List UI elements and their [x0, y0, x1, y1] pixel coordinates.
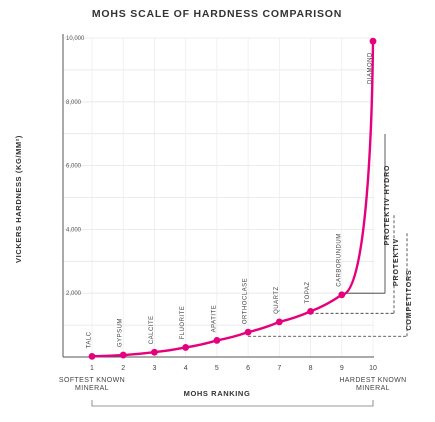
mineral-label: CARBORUNDUM [336, 233, 342, 287]
series-line [91, 41, 375, 358]
brand-label: COMPETITORS [406, 269, 413, 330]
mineral-label: FLUORITE [180, 306, 186, 340]
mineral-label: ORTHOCLASE [243, 278, 249, 324]
brand-label: PROTEKTIV [393, 238, 400, 286]
mineral-labels: TALC GYPSUM CALCITE FLUORITE APATITE ORTHOCLA… [87, 52, 374, 348]
x-tick-label: 3 [152, 365, 156, 372]
data-point [275, 318, 283, 326]
x-tick-label: 5 [215, 365, 219, 372]
series [88, 37, 377, 360]
mineral-label: GYPSUM [118, 318, 124, 347]
mineral-label: DIAMOND [368, 52, 374, 84]
y-axis-label: VICKERS HARDNESS (KG/MM²) [14, 135, 23, 263]
grid [63, 37, 374, 357]
mineral-label: TALC [87, 331, 93, 348]
mineral-label: CALCITE [149, 315, 155, 344]
x-tick-label: 7 [277, 365, 281, 372]
x-tick-label: 6 [246, 365, 250, 372]
x-tick-label: 9 [340, 365, 344, 372]
data-point [307, 307, 314, 315]
hardest-label: MINERAL [356, 385, 390, 392]
y-tick-label: 4,000 [66, 227, 82, 233]
y-tick-labels: 2,000 4,000 6,000 8,000 10,000 [66, 36, 85, 297]
data-point [182, 344, 190, 351]
data-point [369, 37, 377, 45]
mineral-label: APATITE [211, 305, 217, 333]
x-axis-label: MOHS RANKING [184, 389, 251, 398]
data-point [151, 348, 158, 356]
data-point [88, 352, 96, 360]
data-point [244, 328, 252, 336]
ranking-bracket [91, 400, 374, 407]
softest-label: SOFTEST KNOWN [59, 377, 125, 384]
softest-label: MINERAL [75, 385, 109, 392]
x-tick-label: 2 [121, 365, 125, 372]
y-tick-label: 2,000 [66, 291, 82, 297]
mineral-label: TOPAZ [305, 281, 311, 303]
data-point [213, 337, 221, 344]
chart-title: MOHS SCALE OF HARDNESS COMPARISON [92, 8, 342, 20]
brand-lines [248, 134, 408, 337]
y-tick-label: 6,000 [66, 164, 82, 170]
y-tick-label: 8,000 [66, 100, 82, 106]
axes [62, 34, 374, 358]
x-tick-label: 8 [309, 365, 313, 372]
data-point [338, 291, 346, 299]
y-tick-label: 10,000 [66, 36, 85, 42]
x-tick-label: 4 [184, 365, 188, 372]
x-tick-labels: 1 2 3 4 5 6 7 8 9 10 [90, 365, 377, 372]
brand-label: PROTEKTIV HYDRO [384, 165, 391, 246]
x-tick-label: 1 [90, 365, 94, 372]
x-tick-label: 10 [369, 365, 377, 372]
data-point [119, 351, 127, 359]
hardest-label: HARDEST KNOWN [339, 377, 406, 384]
mineral-label: QUARTZ [274, 286, 280, 314]
